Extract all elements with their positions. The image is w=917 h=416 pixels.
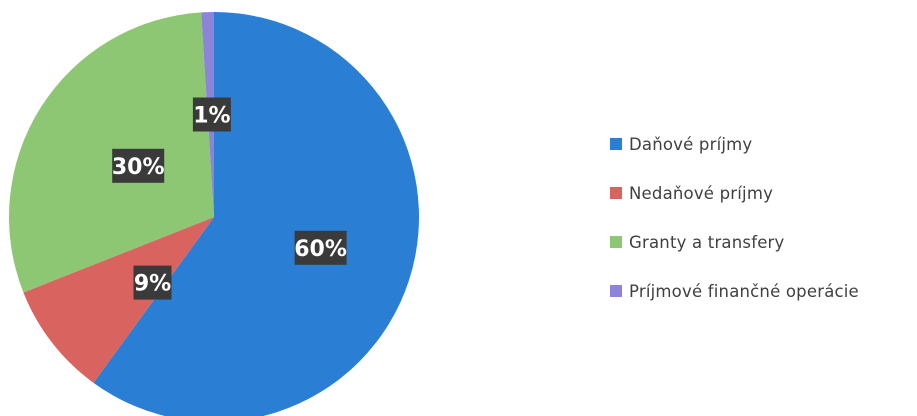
data-label-prijmove-financne-operacie: 1% (192, 97, 231, 132)
data-label-box (294, 230, 347, 265)
data-label-text: 30% (112, 155, 165, 180)
data-label-text: 60% (294, 237, 347, 262)
legend-item-danove-prijmy: Daňové príjmy (610, 132, 915, 156)
pie-slices (9, 11, 419, 416)
data-label-granty-a-transfery: 30% (112, 148, 165, 183)
legend-label: Nedaňové príjmy (629, 183, 774, 203)
legend-item-granty-a-transfery: Granty a transfery (610, 230, 915, 254)
legend-swatch (610, 187, 622, 199)
data-label-box (133, 265, 172, 300)
data-label-danove-prijmy: 60% (294, 230, 347, 265)
legend-swatch (610, 138, 622, 150)
legend-item-nedanove-prijmy: Nedaňové príjmy (610, 181, 915, 205)
data-label-box (192, 97, 231, 132)
data-label-nedanove-prijmy: 9% (133, 265, 172, 300)
legend-label: Príjmové finančné operácie (629, 281, 859, 301)
legend-swatch (610, 236, 622, 248)
legend-label: Daňové príjmy (629, 134, 753, 154)
data-label-box (112, 148, 165, 183)
pie-slice-nedanove-prijmy (23, 217, 215, 383)
data-labels: 60% 9% 30% 1% (112, 97, 347, 300)
legend-swatch (610, 285, 622, 297)
legend: Daňové príjmy Nedaňové príjmy Granty a tra… (610, 132, 915, 328)
data-label-text: 9% (134, 272, 171, 297)
legend-item-prijmove-financne-operacie: Príjmové finančné operácie (610, 279, 915, 303)
legend-label: Granty a transfery (629, 232, 785, 252)
data-label-text: 1% (193, 104, 230, 129)
pie-chart: 60% 9% 30% 1% (9, 11, 419, 416)
pie-slice-granty-a-transfery (9, 12, 215, 293)
pie-slice-danove-prijmy (93, 12, 419, 416)
